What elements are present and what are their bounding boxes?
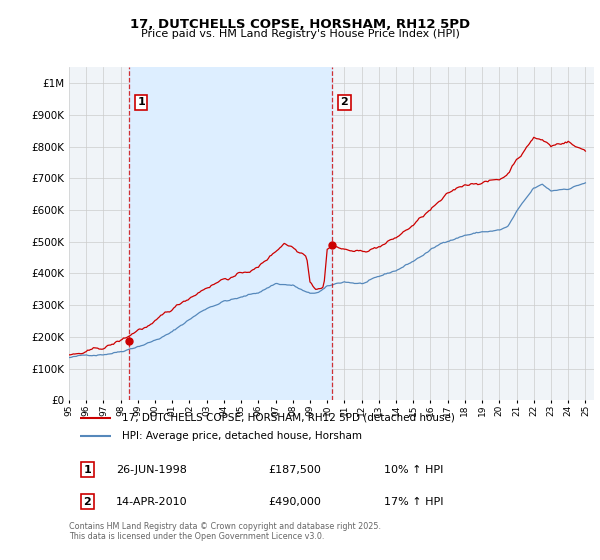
Text: 2: 2 (83, 497, 91, 507)
Text: 17% ↑ HPI: 17% ↑ HPI (384, 497, 443, 507)
Text: Price paid vs. HM Land Registry's House Price Index (HPI): Price paid vs. HM Land Registry's House … (140, 29, 460, 39)
Text: 2: 2 (341, 97, 349, 108)
Text: Contains HM Land Registry data © Crown copyright and database right 2025.
This d: Contains HM Land Registry data © Crown c… (69, 522, 381, 542)
Text: 10% ↑ HPI: 10% ↑ HPI (384, 465, 443, 475)
Text: HPI: Average price, detached house, Horsham: HPI: Average price, detached house, Hors… (121, 431, 361, 441)
Text: £490,000: £490,000 (269, 497, 322, 507)
Text: 1: 1 (137, 97, 145, 108)
Text: 17, DUTCHELLS COPSE, HORSHAM, RH12 5PD (detached house): 17, DUTCHELLS COPSE, HORSHAM, RH12 5PD (… (121, 413, 454, 423)
Text: 1: 1 (83, 465, 91, 475)
Bar (129, 67, 332, 400)
Text: 14-APR-2010: 14-APR-2010 (116, 497, 188, 507)
Text: £187,500: £187,500 (269, 465, 322, 475)
Text: 26-JUN-1998: 26-JUN-1998 (116, 465, 187, 475)
Text: 17, DUTCHELLS COPSE, HORSHAM, RH12 5PD: 17, DUTCHELLS COPSE, HORSHAM, RH12 5PD (130, 18, 470, 31)
